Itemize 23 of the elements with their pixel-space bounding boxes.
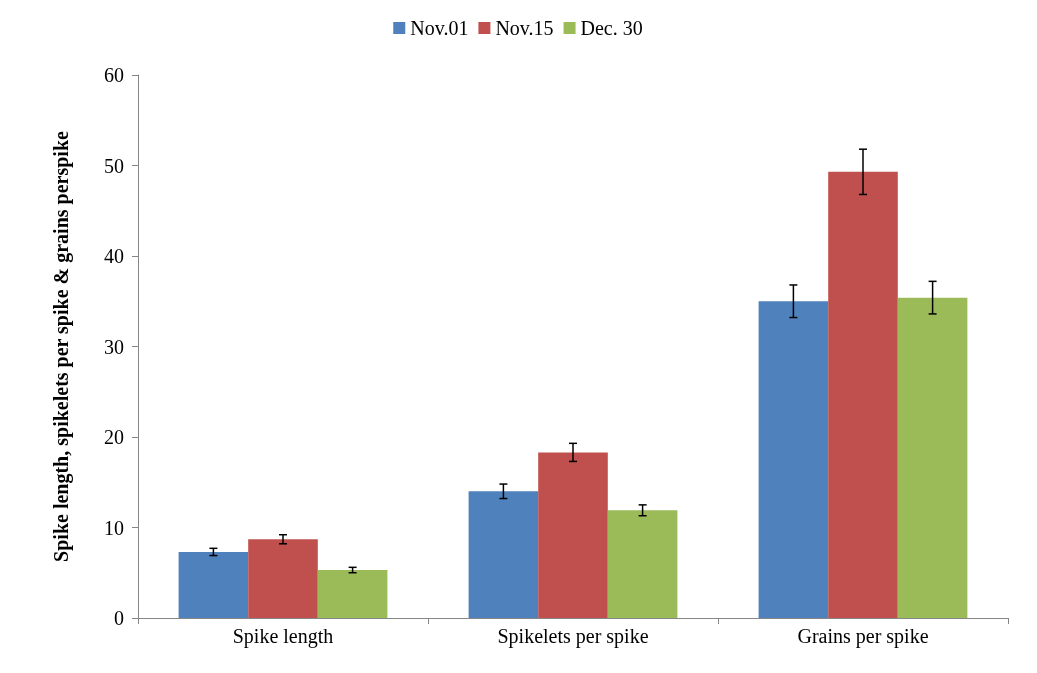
y-axis-title: Spike length, spikelets per spike & grains perspike: [50, 130, 73, 562]
y-tick-label: 20: [104, 426, 124, 448]
legend-label: Nov.01: [410, 17, 469, 39]
y-tick-label: 40: [104, 245, 124, 267]
y-tick-label: 30: [104, 335, 124, 358]
bar: [758, 301, 829, 618]
x-tick-label: Grains per spike: [797, 625, 929, 648]
legend-label: Nov.15: [495, 17, 554, 39]
bar: [897, 297, 968, 618]
bar: [607, 510, 678, 618]
bar: [468, 491, 539, 618]
y-tick-label: 0: [114, 607, 124, 629]
x-tick-label: Spike length: [232, 625, 334, 648]
legend-label: Dec. 30: [580, 17, 643, 39]
bar: [178, 551, 249, 618]
y-tick-label: 10: [104, 516, 124, 539]
x-tick-label: Spikelets per spike: [497, 625, 649, 648]
bar: [317, 570, 388, 618]
y-tick-label: 60: [104, 64, 124, 86]
bar: [538, 452, 608, 618]
bar: [248, 539, 318, 618]
y-tick-label: 50: [104, 154, 124, 177]
bar: [828, 171, 898, 618]
